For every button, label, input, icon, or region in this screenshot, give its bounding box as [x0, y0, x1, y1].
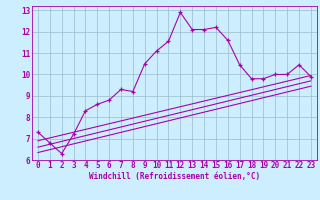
X-axis label: Windchill (Refroidissement éolien,°C): Windchill (Refroidissement éolien,°C) — [89, 172, 260, 181]
